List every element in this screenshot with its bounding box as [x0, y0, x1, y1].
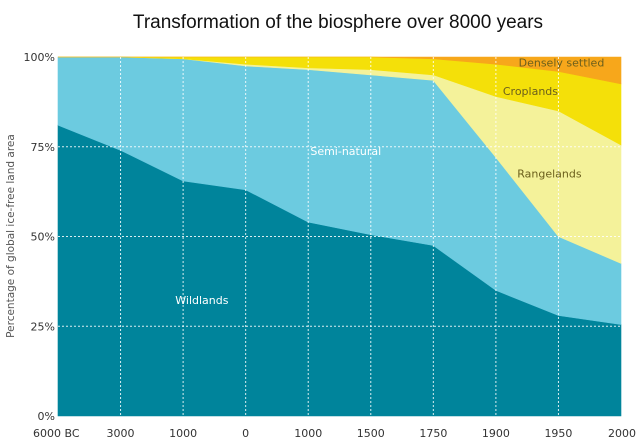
y-tick-label: 100% [24, 51, 55, 64]
x-axis-ticks: 6000 BC 3000 1000 0 1000 1500 1750 1900 1950 2000 [33, 427, 636, 440]
x-tick-label: 1750 [419, 427, 447, 440]
x-tick-label: 1000 [294, 427, 322, 440]
area-densely-settled [58, 56, 622, 85]
area-label-wildlands: Wildlands [175, 294, 228, 307]
area-layers [57, 56, 622, 417]
x-tick-label: 1900 [482, 427, 510, 440]
x-tick-label: 3000 [107, 427, 135, 440]
y-tick-label: 0% [38, 410, 55, 423]
y-axis-ticks: 0% 25% 50% 75% 100% [24, 51, 55, 423]
chart-title: Transformation of the biosphere over 800… [133, 12, 543, 33]
x-tick-label: 1950 [544, 427, 572, 440]
y-tick-label: 75% [31, 141, 55, 154]
area-label-croplands: Croplands [503, 85, 558, 98]
x-tick-label: 1500 [357, 427, 385, 440]
y-tick-label: 25% [31, 320, 55, 333]
area-label-semi-natural: Semi-natural [310, 145, 381, 158]
gridlines [58, 57, 621, 416]
y-tick-label: 50% [31, 231, 55, 244]
x-tick-label: 1000 [169, 427, 197, 440]
area-labels: Wildlands Semi-natural Rangelands Croplands… [175, 56, 604, 306]
y-axis-label: Percentage of global ice-free land area [5, 134, 17, 338]
x-tick-label: 0 [242, 427, 249, 440]
area-label-rangelands: Rangelands [517, 168, 582, 181]
x-tick-label: 6000 BC [33, 427, 80, 440]
x-tick-label: 2000 [608, 427, 636, 440]
area-label-densely-settled: Densely settled [519, 56, 605, 69]
